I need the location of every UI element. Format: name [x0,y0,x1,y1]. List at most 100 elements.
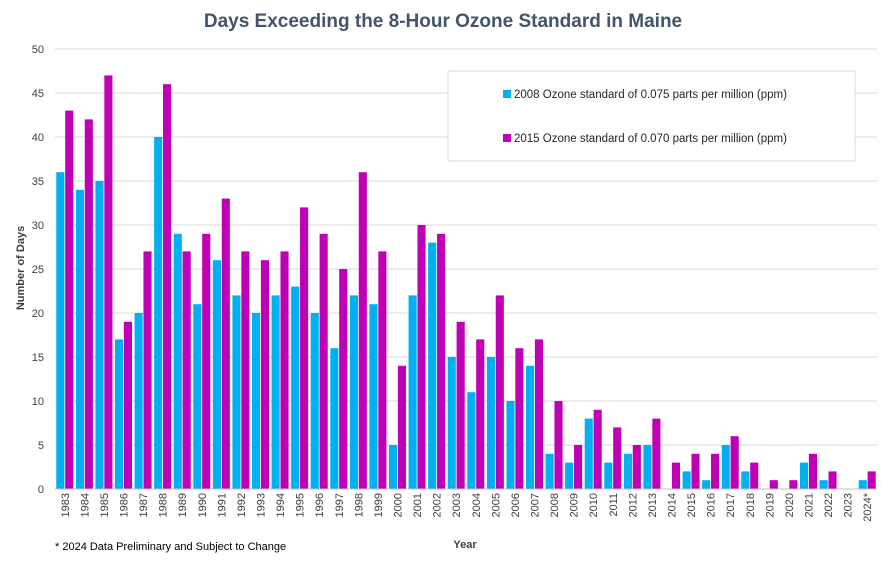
bar-2015-standard-2006 [515,348,524,489]
bar-2008-standard-1997 [330,348,339,489]
bar-2008-standard-1986 [115,339,124,489]
bar-2015-standard-1996 [319,233,328,489]
x-tick-label-2004: 2004 [471,493,483,517]
bar-2008-standard-1985 [95,181,104,489]
bar-2008-standard-1984 [75,189,84,490]
x-tick-label-1997: 1997 [334,493,346,517]
y-tick-label-20: 20 [32,308,44,320]
bar-2015-standard-2015 [691,453,700,489]
x-tick-label-2000: 2000 [393,493,405,517]
x-tick-label-1984: 1984 [79,493,91,517]
bar-2015-standard-2012 [632,445,641,489]
y-tick-label-0: 0 [38,484,44,496]
chart-title: Days Exceeding the 8-Hour Ozone Standard… [204,11,682,32]
legend: 2008 Ozone standard of 0.075 parts per m… [447,70,856,162]
bar-2008-standard-2015 [682,471,691,489]
y-axis-ticks: 0 5 10 15 20 25 30 35 40 45 50 [32,44,44,496]
bar-2008-standard-2008 [545,453,554,489]
bar-2008-standard-1983 [56,172,65,489]
bar-2008-standard-2006 [506,401,515,489]
bar-2008-standard-2021 [800,462,809,489]
bar-2008-standard-2010 [584,418,593,489]
y-tick-label-5: 5 [38,440,44,452]
bar-2015-standard-1986 [123,321,132,489]
x-tick-label-1989: 1989 [177,493,189,517]
legend-label-2008: 2008 Ozone standard of 0.075 parts per m… [514,89,787,101]
bar-2015-standard-2009 [574,445,583,489]
bar-2015-standard-1997 [339,269,348,489]
bar-2008-standard-2017 [721,445,730,489]
x-tick-label-2001: 2001 [412,493,424,517]
x-tick-label-2011: 2011 [608,493,620,517]
x-tick-label-1992: 1992 [236,493,248,517]
y-tick-label-50: 50 [32,44,44,56]
bar-2008-standard-1996 [310,313,319,489]
bar-2015-standard-2014 [671,462,680,489]
bar-2008-standard-2007 [526,365,535,489]
x-tick-label-2006: 2006 [510,493,522,517]
x-tick-label-2005: 2005 [490,493,502,517]
bar-2015-standard-2016 [711,453,720,489]
bar-2015-standard-2024 [867,471,876,489]
bar-2015-standard-2019 [769,480,778,489]
legend-swatch-2008 [503,90,511,98]
bar-2008-standard-1993 [252,313,261,489]
bar-2015-standard-1990 [202,233,211,489]
x-tick-label-2023: 2023 [843,493,855,517]
bar-2015-standard-1993 [260,260,269,489]
x-tick-label-2020: 2020 [784,493,796,517]
bar-2008-standard-2005 [486,357,495,489]
bar-2015-standard-1998 [358,172,367,489]
x-tick-label-2022: 2022 [823,493,835,517]
bar-2015-standard-2001 [417,225,426,489]
x-tick-label-2002: 2002 [432,493,444,517]
x-tick-label-1993: 1993 [256,493,268,517]
x-tick-label-1991: 1991 [216,493,228,517]
x-tick-label-2003: 2003 [451,493,463,517]
x-tick-label-2009: 2009 [569,493,581,517]
bar-2015-standard-2020 [789,480,798,489]
y-tick-label-40: 40 [32,132,44,144]
bar-2008-standard-2013 [643,445,652,489]
bar-2015-standard-1995 [300,207,309,489]
bar-2008-standard-1990 [193,304,202,489]
y-tick-label-15: 15 [32,352,44,364]
x-tick-label-1983: 1983 [60,493,72,517]
x-tick-label-1998: 1998 [353,493,365,517]
bar-2008-standard-2003 [447,357,456,489]
bar-2008-standard-2001 [408,295,417,489]
bar-2015-standard-2004 [476,339,485,489]
x-tick-label-1985: 1985 [99,493,111,517]
bar-2008-standard-2012 [623,453,632,489]
x-tick-label-2014: 2014 [667,493,679,517]
bar-2015-standard-2013 [652,418,661,489]
bar-2008-standard-2011 [604,462,613,489]
bar-2008-standard-2004 [467,392,476,489]
bar-2008-standard-1994 [271,295,280,489]
x-tick-label-1996: 1996 [314,493,326,517]
bar-2015-standard-1988 [163,84,172,489]
x-tick-label-2015: 2015 [686,493,698,517]
bar-2015-standard-1985 [104,75,113,490]
x-tick-label-2021: 2021 [804,493,816,517]
bar-2015-standard-1992 [241,251,250,489]
x-tick-label-2008: 2008 [549,493,561,517]
bar-2008-standard-2002 [428,242,437,489]
bar-2008-standard-1991 [212,260,221,489]
y-tick-label-10: 10 [32,396,44,408]
x-tick-label-1987: 1987 [138,493,150,517]
y-tick-label-35: 35 [32,176,44,188]
legend-swatch-2015 [503,134,511,142]
footnote: * 2024 Data Preliminary and Subject to C… [55,541,286,553]
bar-2008-standard-1987 [134,313,143,489]
bar-2008-standard-2018 [741,471,750,489]
x-tick-label-1999: 1999 [373,493,385,517]
x-tick-label-2019: 2019 [764,493,776,517]
bar-2015-standard-2000 [397,365,406,489]
x-tick-label-2012: 2012 [627,493,639,517]
bar-2015-standard-2021 [808,453,817,489]
bar-2015-standard-1994 [280,251,289,489]
bar-2015-standard-2018 [750,462,759,489]
bar-2008-standard-1992 [232,295,241,489]
